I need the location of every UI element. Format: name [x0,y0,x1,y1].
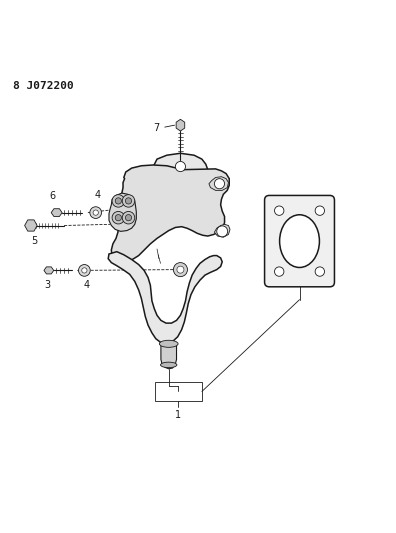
Text: 3: 3 [44,280,50,290]
Circle shape [217,226,228,237]
Ellipse shape [159,340,178,348]
Circle shape [122,212,135,224]
Circle shape [177,266,184,273]
Circle shape [126,215,131,221]
Ellipse shape [160,362,177,368]
Polygon shape [25,220,37,231]
Polygon shape [153,154,208,180]
Circle shape [315,267,324,276]
Text: 2: 2 [304,242,310,252]
Circle shape [315,206,324,215]
Text: 7: 7 [153,123,159,133]
Circle shape [274,206,284,215]
Circle shape [122,195,135,207]
Text: 4: 4 [83,280,89,290]
Circle shape [82,268,87,273]
Polygon shape [108,252,222,344]
Circle shape [115,198,122,204]
Circle shape [173,263,187,277]
Polygon shape [161,344,177,369]
Circle shape [112,195,125,207]
Polygon shape [51,209,62,216]
Text: 5: 5 [31,237,37,246]
Polygon shape [44,267,54,274]
Bar [155,382,202,401]
Circle shape [126,198,131,204]
Polygon shape [209,177,228,190]
Circle shape [115,215,122,221]
Polygon shape [176,119,185,131]
Text: 4: 4 [95,190,101,200]
Circle shape [175,161,185,172]
Circle shape [93,210,98,215]
Text: 6: 6 [50,191,56,201]
Polygon shape [109,193,136,231]
Polygon shape [214,224,230,237]
Circle shape [274,267,284,276]
Polygon shape [111,165,229,262]
Circle shape [78,264,90,276]
Ellipse shape [280,215,320,268]
Circle shape [214,179,225,189]
FancyBboxPatch shape [265,196,335,287]
Text: 1: 1 [175,410,181,420]
Text: 8 J072200: 8 J072200 [13,81,73,91]
Circle shape [90,207,101,219]
Circle shape [112,212,125,224]
